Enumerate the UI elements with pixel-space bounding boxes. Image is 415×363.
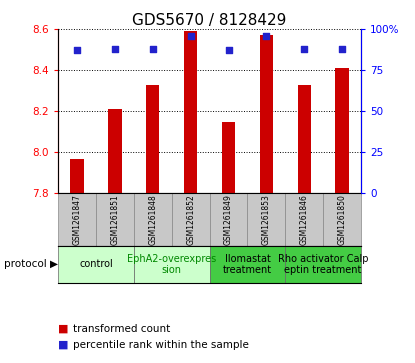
Point — [225, 48, 232, 53]
Text: ■: ■ — [58, 340, 68, 350]
Text: percentile rank within the sample: percentile rank within the sample — [73, 340, 249, 350]
Point — [187, 33, 194, 38]
Text: GSM1261850: GSM1261850 — [338, 194, 347, 245]
Bar — [222, 122, 235, 193]
Text: GSM1261846: GSM1261846 — [300, 194, 309, 245]
Bar — [58, 246, 134, 283]
Point — [263, 33, 270, 38]
Bar — [58, 193, 96, 246]
Point — [339, 46, 345, 52]
Bar — [286, 246, 361, 283]
Text: protocol ▶: protocol ▶ — [4, 260, 58, 269]
Point — [149, 46, 156, 52]
Bar — [172, 193, 210, 246]
Bar — [184, 31, 197, 193]
Bar — [335, 68, 349, 193]
Point — [112, 46, 118, 52]
Text: GSM1261853: GSM1261853 — [262, 194, 271, 245]
Bar — [210, 246, 286, 283]
Bar — [260, 35, 273, 193]
Bar — [286, 193, 323, 246]
Bar — [96, 193, 134, 246]
Bar — [71, 159, 84, 193]
Text: EphA2-overexpres
sion: EphA2-overexpres sion — [127, 254, 216, 275]
Bar — [298, 85, 311, 193]
Bar — [323, 193, 361, 246]
Bar — [210, 193, 247, 246]
Text: Ilomastat
treatment: Ilomastat treatment — [223, 254, 272, 275]
Text: control: control — [79, 260, 113, 269]
Title: GDS5670 / 8128429: GDS5670 / 8128429 — [132, 13, 287, 28]
Bar — [134, 246, 210, 283]
Bar — [247, 193, 285, 246]
Text: Rho activator Calp
eptin treatment: Rho activator Calp eptin treatment — [278, 254, 369, 275]
Text: GSM1261851: GSM1261851 — [110, 194, 120, 245]
Bar — [108, 109, 122, 193]
Text: GSM1261852: GSM1261852 — [186, 194, 195, 245]
Point — [301, 46, 308, 52]
Point — [74, 48, 81, 53]
Text: GSM1261848: GSM1261848 — [148, 194, 157, 245]
Bar — [146, 85, 159, 193]
Text: ■: ■ — [58, 323, 68, 334]
Text: GSM1261847: GSM1261847 — [73, 194, 81, 245]
Text: transformed count: transformed count — [73, 323, 170, 334]
Text: GSM1261849: GSM1261849 — [224, 194, 233, 245]
Bar — [134, 193, 172, 246]
